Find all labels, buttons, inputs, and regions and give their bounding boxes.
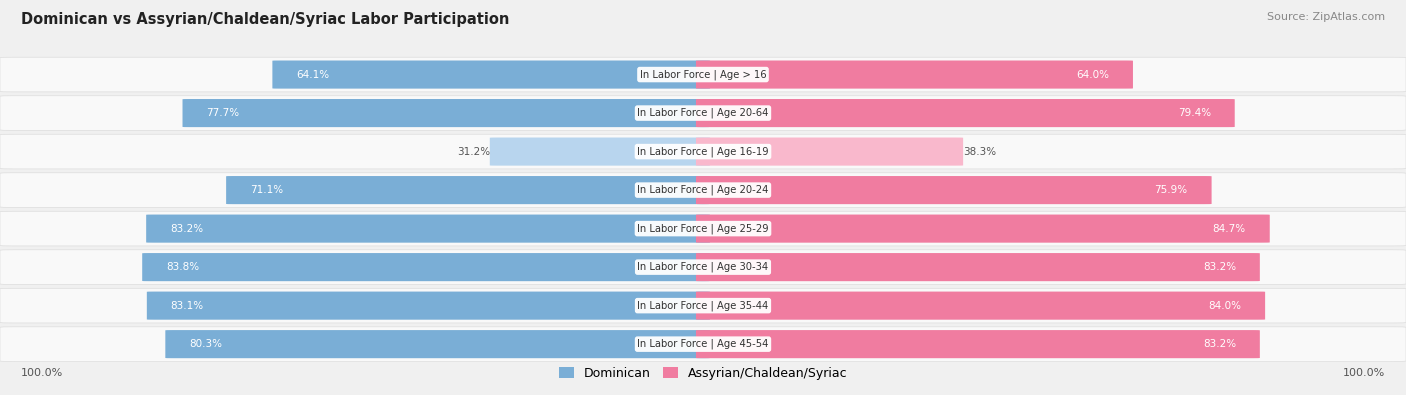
FancyBboxPatch shape [0, 250, 1406, 284]
Text: In Labor Force | Age 45-54: In Labor Force | Age 45-54 [637, 339, 769, 350]
FancyBboxPatch shape [0, 327, 1406, 361]
Text: 83.2%: 83.2% [1202, 262, 1236, 272]
Text: In Labor Force | Age 35-44: In Labor Force | Age 35-44 [637, 300, 769, 311]
Text: In Labor Force | Age > 16: In Labor Force | Age > 16 [640, 69, 766, 80]
Text: In Labor Force | Age 25-29: In Labor Force | Age 25-29 [637, 223, 769, 234]
Text: 77.7%: 77.7% [207, 108, 239, 118]
Text: In Labor Force | Age 20-24: In Labor Force | Age 20-24 [637, 185, 769, 196]
FancyBboxPatch shape [0, 211, 1406, 246]
Text: 83.1%: 83.1% [170, 301, 204, 310]
FancyBboxPatch shape [0, 96, 1406, 130]
Text: 64.1%: 64.1% [297, 70, 329, 79]
FancyBboxPatch shape [142, 253, 710, 281]
Text: 84.7%: 84.7% [1213, 224, 1246, 233]
FancyBboxPatch shape [696, 214, 1270, 243]
FancyBboxPatch shape [489, 137, 710, 166]
FancyBboxPatch shape [696, 137, 963, 166]
Text: 38.3%: 38.3% [963, 147, 997, 156]
FancyBboxPatch shape [696, 176, 1212, 204]
FancyBboxPatch shape [183, 99, 710, 127]
FancyBboxPatch shape [0, 57, 1406, 92]
FancyBboxPatch shape [696, 99, 1234, 127]
FancyBboxPatch shape [273, 60, 710, 88]
FancyBboxPatch shape [226, 176, 710, 204]
FancyBboxPatch shape [696, 292, 1265, 320]
Text: 75.9%: 75.9% [1154, 185, 1188, 195]
Text: 80.3%: 80.3% [190, 339, 222, 349]
Text: 71.1%: 71.1% [250, 185, 283, 195]
Text: 83.2%: 83.2% [170, 224, 204, 233]
Text: 100.0%: 100.0% [1343, 368, 1385, 378]
Text: 100.0%: 100.0% [21, 368, 63, 378]
Text: 83.8%: 83.8% [166, 262, 200, 272]
FancyBboxPatch shape [696, 253, 1260, 281]
FancyBboxPatch shape [0, 173, 1406, 207]
FancyBboxPatch shape [146, 214, 710, 243]
FancyBboxPatch shape [0, 134, 1406, 169]
Legend: Dominican, Assyrian/Chaldean/Syriac: Dominican, Assyrian/Chaldean/Syriac [554, 362, 852, 385]
FancyBboxPatch shape [166, 330, 710, 358]
FancyBboxPatch shape [0, 288, 1406, 323]
Text: In Labor Force | Age 20-64: In Labor Force | Age 20-64 [637, 108, 769, 118]
Text: 64.0%: 64.0% [1076, 70, 1109, 79]
Text: Dominican vs Assyrian/Chaldean/Syriac Labor Participation: Dominican vs Assyrian/Chaldean/Syriac La… [21, 12, 509, 27]
FancyBboxPatch shape [146, 292, 710, 320]
Text: 79.4%: 79.4% [1178, 108, 1211, 118]
Text: In Labor Force | Age 30-34: In Labor Force | Age 30-34 [637, 262, 769, 273]
Text: In Labor Force | Age 16-19: In Labor Force | Age 16-19 [637, 146, 769, 157]
Text: 84.0%: 84.0% [1208, 301, 1241, 310]
FancyBboxPatch shape [696, 60, 1133, 88]
Text: 31.2%: 31.2% [457, 147, 489, 156]
Text: Source: ZipAtlas.com: Source: ZipAtlas.com [1267, 12, 1385, 22]
FancyBboxPatch shape [696, 330, 1260, 358]
Text: 83.2%: 83.2% [1202, 339, 1236, 349]
